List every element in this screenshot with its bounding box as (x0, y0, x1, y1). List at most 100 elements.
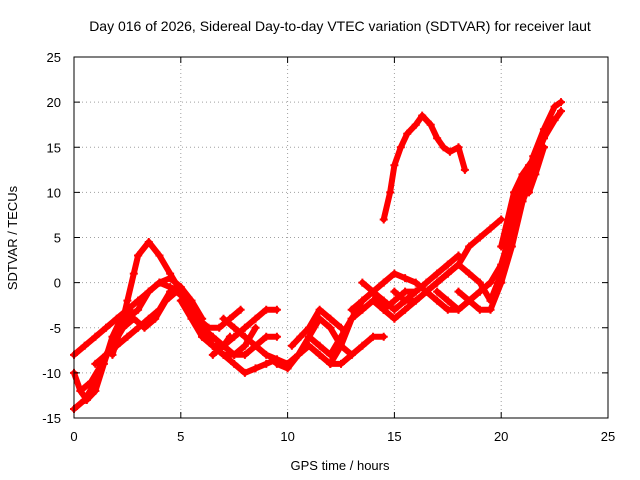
data-point (262, 350, 271, 359)
data-point (208, 350, 217, 359)
data-point (251, 323, 260, 332)
data-point (557, 98, 566, 107)
data-point (144, 238, 153, 247)
y-tick-label: 5 (54, 231, 61, 246)
data-point (411, 287, 420, 296)
data-point (176, 296, 185, 305)
y-tick-label: 25 (47, 50, 61, 65)
data-point (144, 287, 153, 296)
data-point (465, 269, 474, 278)
data-point (236, 305, 245, 314)
y-tick-label: -10 (42, 366, 61, 381)
data-point (219, 341, 228, 350)
data-point (215, 323, 224, 332)
data-point (475, 287, 484, 296)
data-point (166, 287, 175, 296)
data-point (390, 296, 399, 305)
data-point (401, 287, 410, 296)
data-point (129, 314, 138, 323)
data-point (326, 323, 335, 332)
data-point (240, 350, 249, 359)
data-point (475, 233, 484, 242)
data-point (82, 395, 91, 404)
data-point (433, 296, 442, 305)
data-point (411, 296, 420, 305)
data-point (422, 287, 431, 296)
data-point (326, 359, 335, 368)
data-point (358, 296, 367, 305)
data-point (379, 215, 388, 224)
data-point (454, 287, 463, 296)
data-point (475, 278, 484, 287)
data-point (176, 287, 185, 296)
data-point (433, 134, 442, 143)
x-tick-label: 5 (177, 429, 184, 444)
data-point (251, 341, 260, 350)
data-point (390, 305, 399, 314)
data-point (443, 260, 452, 269)
data-point (304, 323, 313, 332)
data-point (134, 296, 143, 305)
data-point (155, 251, 164, 260)
data-point (347, 350, 356, 359)
series-points-sat-p (379, 111, 469, 224)
series-points-sat-t (486, 143, 548, 305)
data-point (454, 260, 463, 269)
data-point (510, 188, 519, 197)
data-point (403, 129, 412, 138)
data-point (134, 251, 143, 260)
chart-title: Day 016 of 2026, Sidereal Day-to-day VTE… (89, 18, 591, 34)
data-point (390, 287, 399, 296)
data-point (155, 278, 164, 287)
data-point (454, 305, 463, 314)
data-point (240, 332, 249, 341)
data-point (411, 120, 420, 129)
y-tick-label: 15 (47, 140, 61, 155)
data-point (486, 224, 495, 233)
data-point (251, 364, 260, 373)
data-point (198, 332, 207, 341)
data-point (240, 368, 249, 377)
data-point (443, 269, 452, 278)
data-point (219, 314, 228, 323)
data-point (272, 359, 281, 368)
data-point (445, 147, 454, 156)
y-tick-label: 0 (54, 276, 61, 291)
data-point (379, 332, 388, 341)
data-point (91, 359, 100, 368)
data-point (283, 364, 292, 373)
data-point (296, 332, 305, 341)
data-point (518, 170, 527, 179)
data-point (390, 269, 399, 278)
data-point (187, 314, 196, 323)
data-point (401, 305, 410, 314)
series-layer (70, 98, 566, 413)
data-point (337, 341, 345, 350)
data-point (486, 296, 495, 305)
data-point (486, 278, 495, 287)
data-point (411, 278, 420, 287)
y-tick-label: 10 (47, 185, 61, 200)
data-point (91, 332, 100, 341)
data-point (379, 278, 388, 287)
data-point (102, 323, 111, 332)
series-line-sat-u (498, 117, 556, 250)
data-point (304, 332, 313, 341)
data-point (497, 269, 506, 278)
data-point (548, 116, 557, 125)
data-point (123, 296, 132, 305)
data-point (102, 350, 111, 359)
data-point (497, 242, 506, 251)
data-point (240, 341, 249, 350)
data-point (524, 161, 533, 170)
data-point (208, 341, 217, 350)
data-point (262, 359, 271, 368)
data-point (443, 305, 452, 314)
data-point (315, 341, 324, 350)
data-point (315, 350, 324, 359)
data-point (347, 314, 356, 323)
data-point (76, 386, 85, 395)
data-point (116, 314, 125, 323)
data-point (443, 296, 452, 305)
series-points-sat-h (208, 305, 281, 359)
